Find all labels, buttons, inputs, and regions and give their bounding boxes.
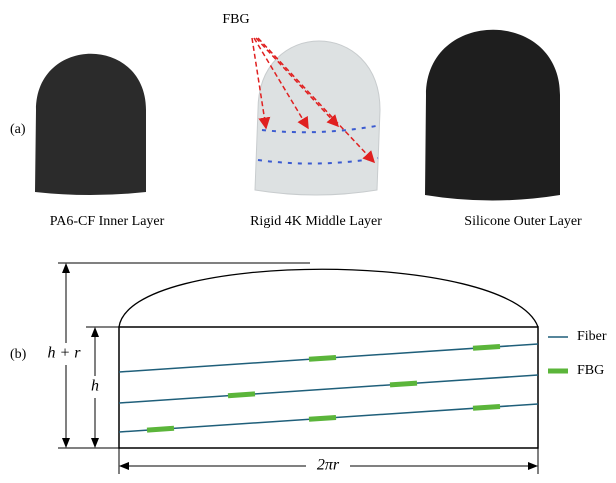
panel-label: (b) [10,347,27,362]
dimension-label: 2πr [317,457,340,474]
panel-label: (a) [10,122,26,137]
caption: PA6-CF Inner Layer [50,214,165,229]
caption: Silicone Outer Layer [464,214,582,229]
fbg-annotation: FBG [222,12,249,27]
legend-label: Fiber [577,329,607,344]
inner-layer-photo [35,54,146,195]
caption: Rigid 4K Middle Layer [250,214,382,229]
cylinder-outline [119,327,538,448]
middle-layer-photo [255,41,380,195]
dimension-label: h + r [47,345,81,362]
dimension-label: h [91,378,99,395]
fbg-segments [147,347,500,431]
dome-outline [119,269,538,327]
legend-label: FBG [577,363,604,378]
outer-layer-photo [425,30,560,201]
figure: (a) FBG PA6-CF Inner Layer Rigid 4K Midd… [0,0,616,483]
